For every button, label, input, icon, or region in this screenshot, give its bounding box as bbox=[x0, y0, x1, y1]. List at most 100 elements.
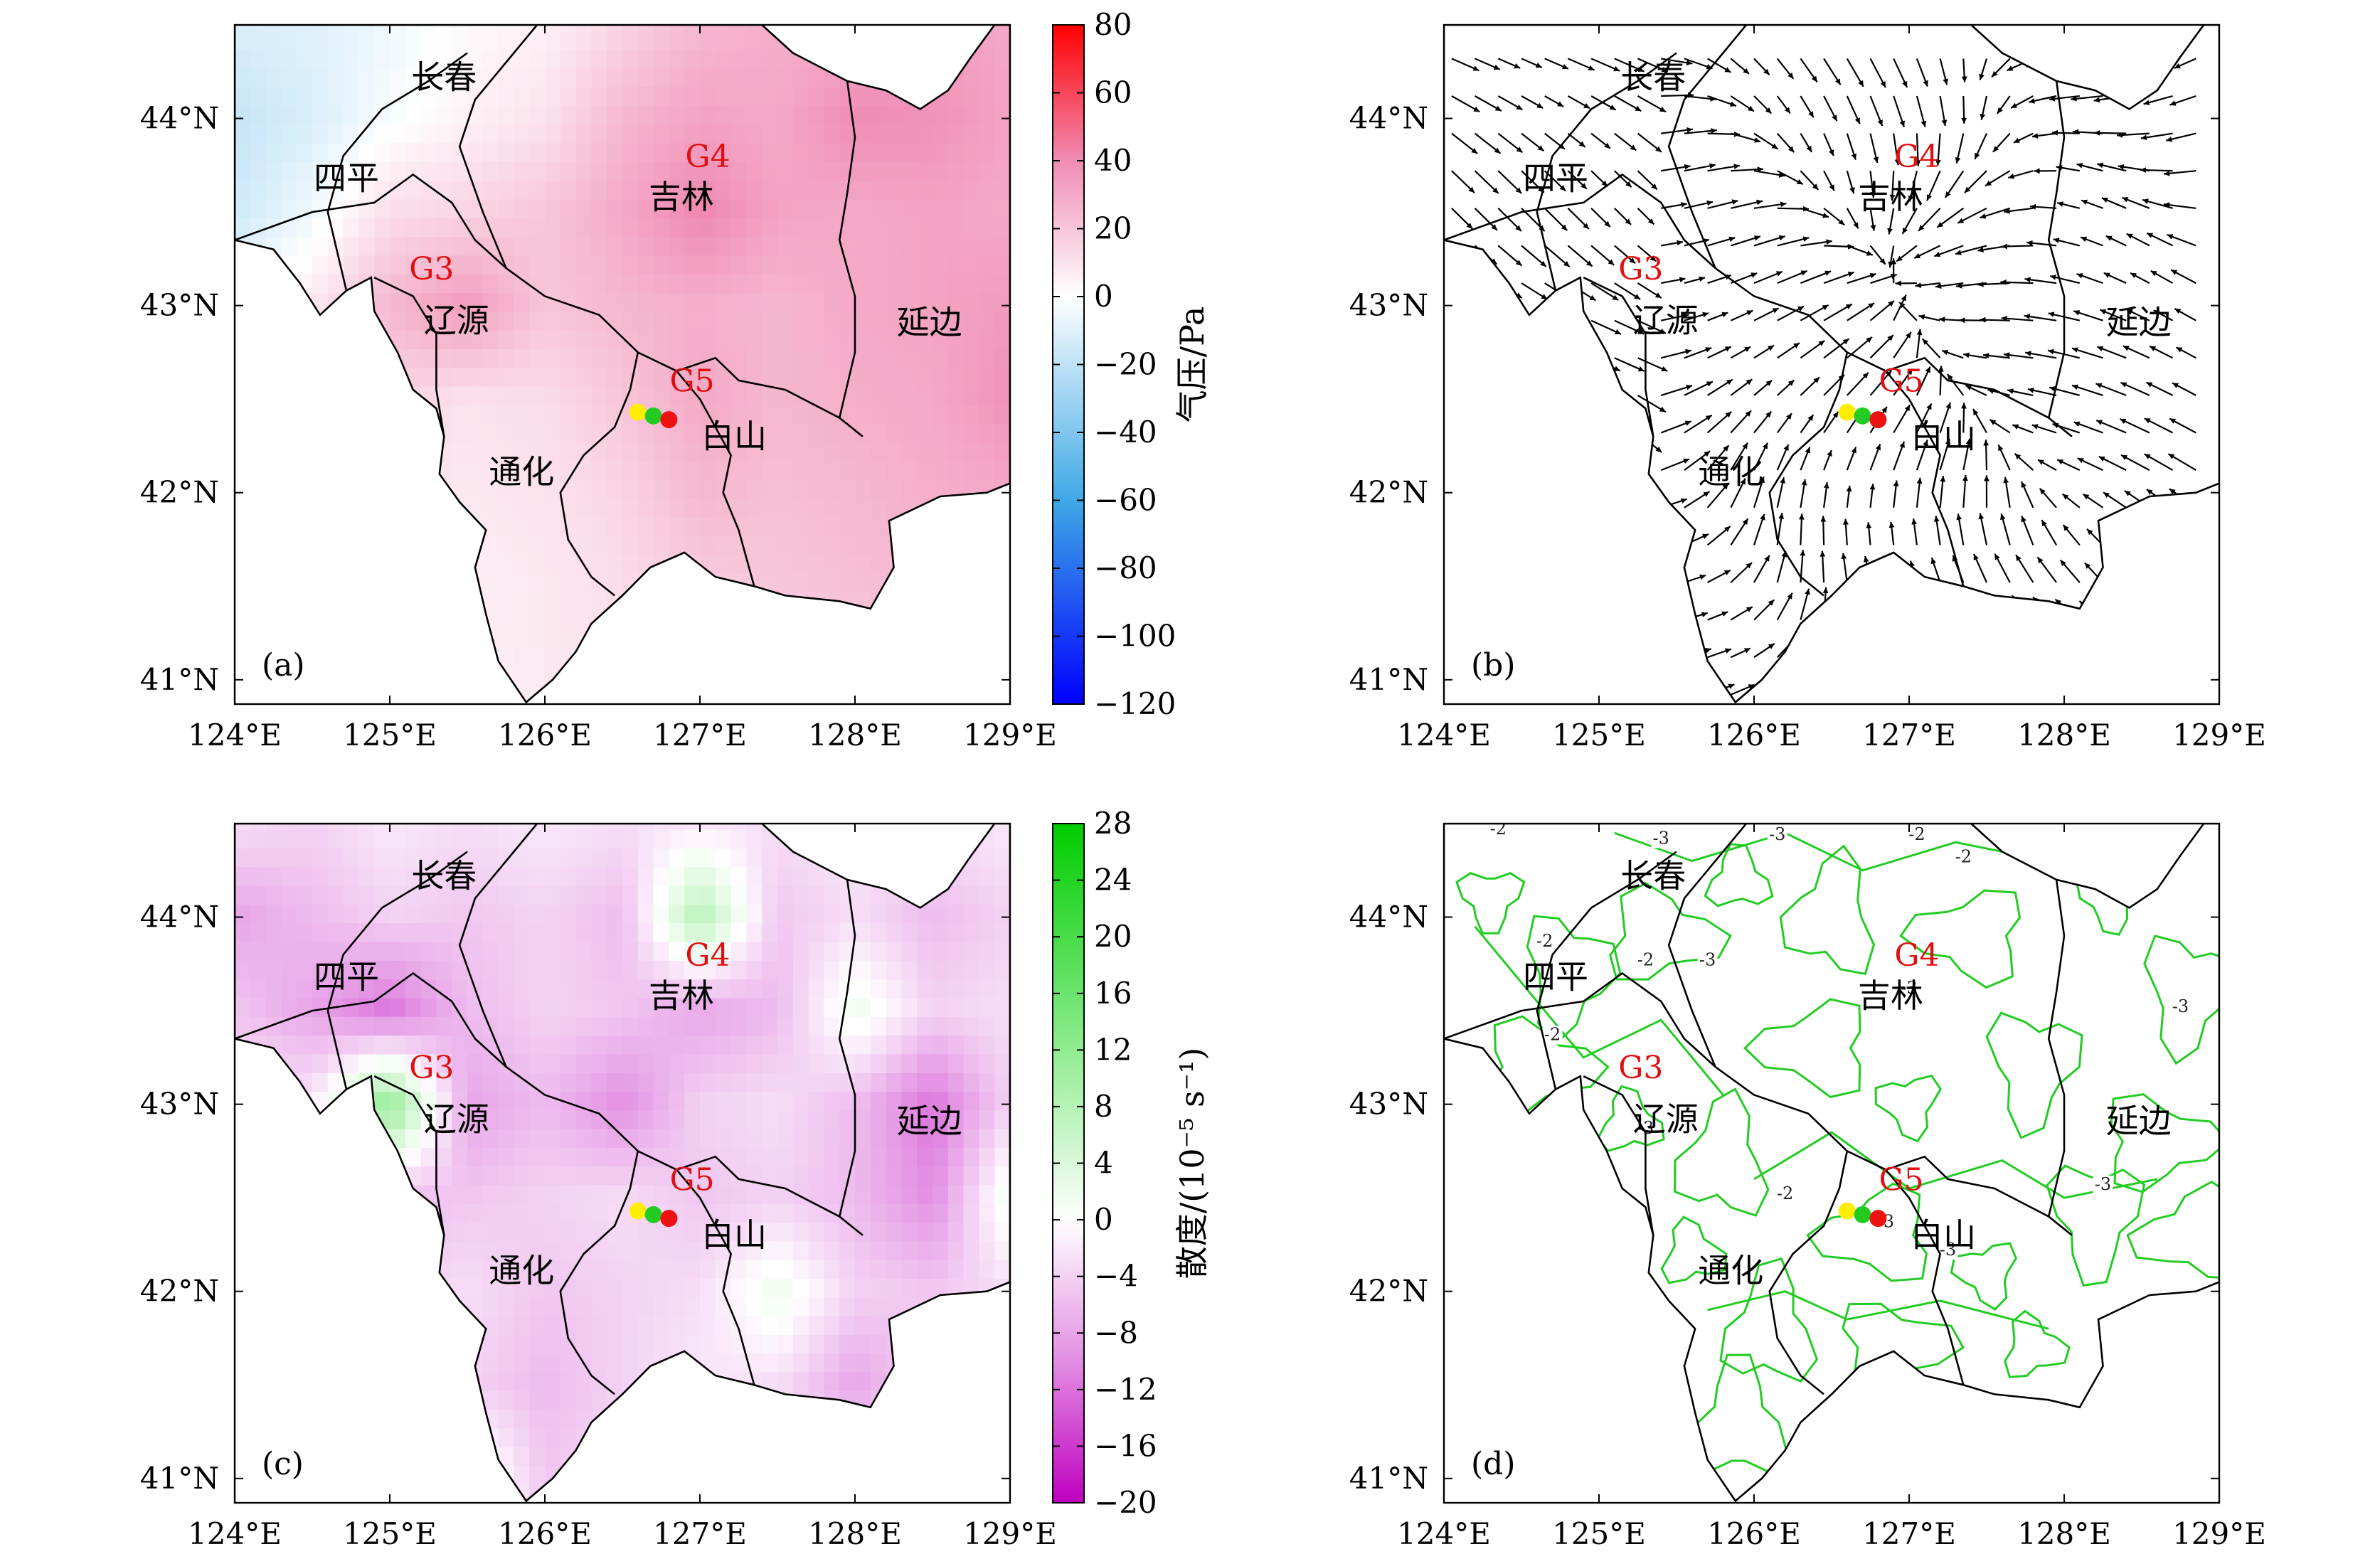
field-cell bbox=[653, 1353, 670, 1373]
field-cell bbox=[358, 685, 375, 703]
field-cell bbox=[281, 442, 297, 462]
field-cell bbox=[622, 1353, 639, 1373]
field-cell bbox=[994, 385, 1010, 405]
field-cell bbox=[947, 1371, 965, 1391]
field-cell bbox=[870, 180, 887, 200]
wind-arrowhead bbox=[1894, 159, 1901, 166]
field-cell bbox=[994, 666, 1010, 686]
field-cell bbox=[452, 1184, 468, 1204]
wind-arrowhead bbox=[2101, 197, 2108, 203]
wind-arrowhead bbox=[2031, 424, 2039, 430]
field-cell bbox=[545, 124, 561, 144]
field-cell bbox=[886, 685, 903, 703]
field-cell bbox=[297, 68, 313, 87]
field-cell bbox=[343, 1109, 360, 1129]
field-cell bbox=[947, 198, 965, 218]
field-cell bbox=[591, 960, 607, 980]
field-cell bbox=[327, 498, 344, 518]
wind-arrowhead bbox=[1959, 317, 1965, 324]
field-cell bbox=[917, 142, 933, 162]
wind-arrowhead bbox=[1757, 166, 1763, 173]
field-cell bbox=[498, 1147, 515, 1167]
field-cell bbox=[390, 124, 406, 144]
field-cell bbox=[482, 1260, 499, 1279]
field-cell bbox=[777, 311, 794, 331]
field-cell bbox=[327, 30, 344, 50]
field-cell bbox=[824, 1447, 840, 1467]
field-cell bbox=[715, 554, 732, 574]
field-cell bbox=[607, 1147, 623, 1167]
field-cell bbox=[762, 1184, 778, 1204]
field-cell bbox=[405, 1091, 422, 1111]
field-cell bbox=[637, 180, 654, 200]
field-cell bbox=[545, 329, 561, 349]
field-cell bbox=[933, 1315, 949, 1335]
field-cell bbox=[808, 1465, 825, 1485]
field-cell bbox=[824, 885, 840, 905]
field-cell bbox=[777, 255, 794, 275]
field-cell bbox=[390, 105, 406, 125]
field-cell bbox=[498, 1278, 515, 1298]
field-cell bbox=[963, 236, 980, 256]
field-cell bbox=[514, 367, 530, 387]
field-cell bbox=[235, 829, 251, 848]
field-cell bbox=[855, 479, 871, 499]
field-cell bbox=[792, 1053, 809, 1073]
wind-arrowhead bbox=[1585, 260, 1593, 267]
field-c bbox=[235, 824, 1010, 1501]
wind-arrowhead bbox=[1810, 631, 1816, 637]
field-cell bbox=[297, 685, 313, 703]
field-cell bbox=[700, 86, 716, 106]
field-cell bbox=[808, 1240, 825, 1260]
wind-arrowhead bbox=[1684, 164, 1691, 170]
field-cell bbox=[700, 904, 716, 924]
wind-arrowhead bbox=[1748, 684, 1755, 690]
field-cell bbox=[777, 385, 794, 405]
field-cell bbox=[715, 180, 732, 200]
wind-vector bbox=[1451, 394, 1479, 413]
wind-arrowhead bbox=[1746, 563, 1752, 569]
wind-arrowhead bbox=[1802, 236, 1810, 242]
field-cell bbox=[436, 904, 452, 924]
field-cell bbox=[482, 516, 499, 536]
field-cell bbox=[405, 592, 422, 612]
field-cell bbox=[684, 1371, 701, 1391]
wind-vector bbox=[1567, 469, 1587, 489]
field-cell bbox=[374, 1315, 391, 1335]
field-cell bbox=[560, 536, 577, 555]
wind-arrowhead bbox=[1683, 458, 1690, 464]
field-cell bbox=[452, 1447, 468, 1467]
field-cell bbox=[607, 198, 623, 218]
field-cell bbox=[622, 498, 639, 518]
field-cell bbox=[792, 824, 809, 830]
field-cell bbox=[684, 218, 701, 238]
wind-arrowhead bbox=[1793, 343, 1800, 348]
field-cell bbox=[731, 442, 748, 462]
field-cell bbox=[467, 273, 484, 293]
wind-arrowhead bbox=[1866, 336, 1872, 343]
field-cell bbox=[808, 329, 825, 349]
field-cell bbox=[715, 848, 732, 868]
field-cell bbox=[700, 848, 716, 868]
field-cell bbox=[529, 68, 546, 87]
field-cell bbox=[482, 941, 499, 961]
field-cell bbox=[312, 1240, 329, 1260]
wind-arrowhead bbox=[2163, 202, 2170, 208]
wind-arrowhead bbox=[2003, 477, 2009, 484]
field-cell bbox=[390, 1465, 406, 1485]
wind-arrowhead bbox=[1956, 513, 1962, 521]
field-cell bbox=[390, 385, 406, 405]
field-cell bbox=[390, 848, 406, 868]
field-cell bbox=[762, 1260, 778, 1279]
wind-arrowhead bbox=[1961, 76, 1967, 83]
wind-arrowhead bbox=[1684, 680, 1691, 686]
field-cell bbox=[467, 1147, 484, 1167]
field-cell bbox=[327, 1240, 344, 1260]
field-cell bbox=[746, 1484, 763, 1501]
field-cell bbox=[250, 554, 267, 574]
wind-arrowhead bbox=[2037, 557, 2044, 564]
field-cell bbox=[405, 442, 422, 462]
field-cell bbox=[250, 685, 267, 703]
wind-arrowhead bbox=[1563, 261, 1570, 267]
field-cell bbox=[824, 1409, 840, 1429]
